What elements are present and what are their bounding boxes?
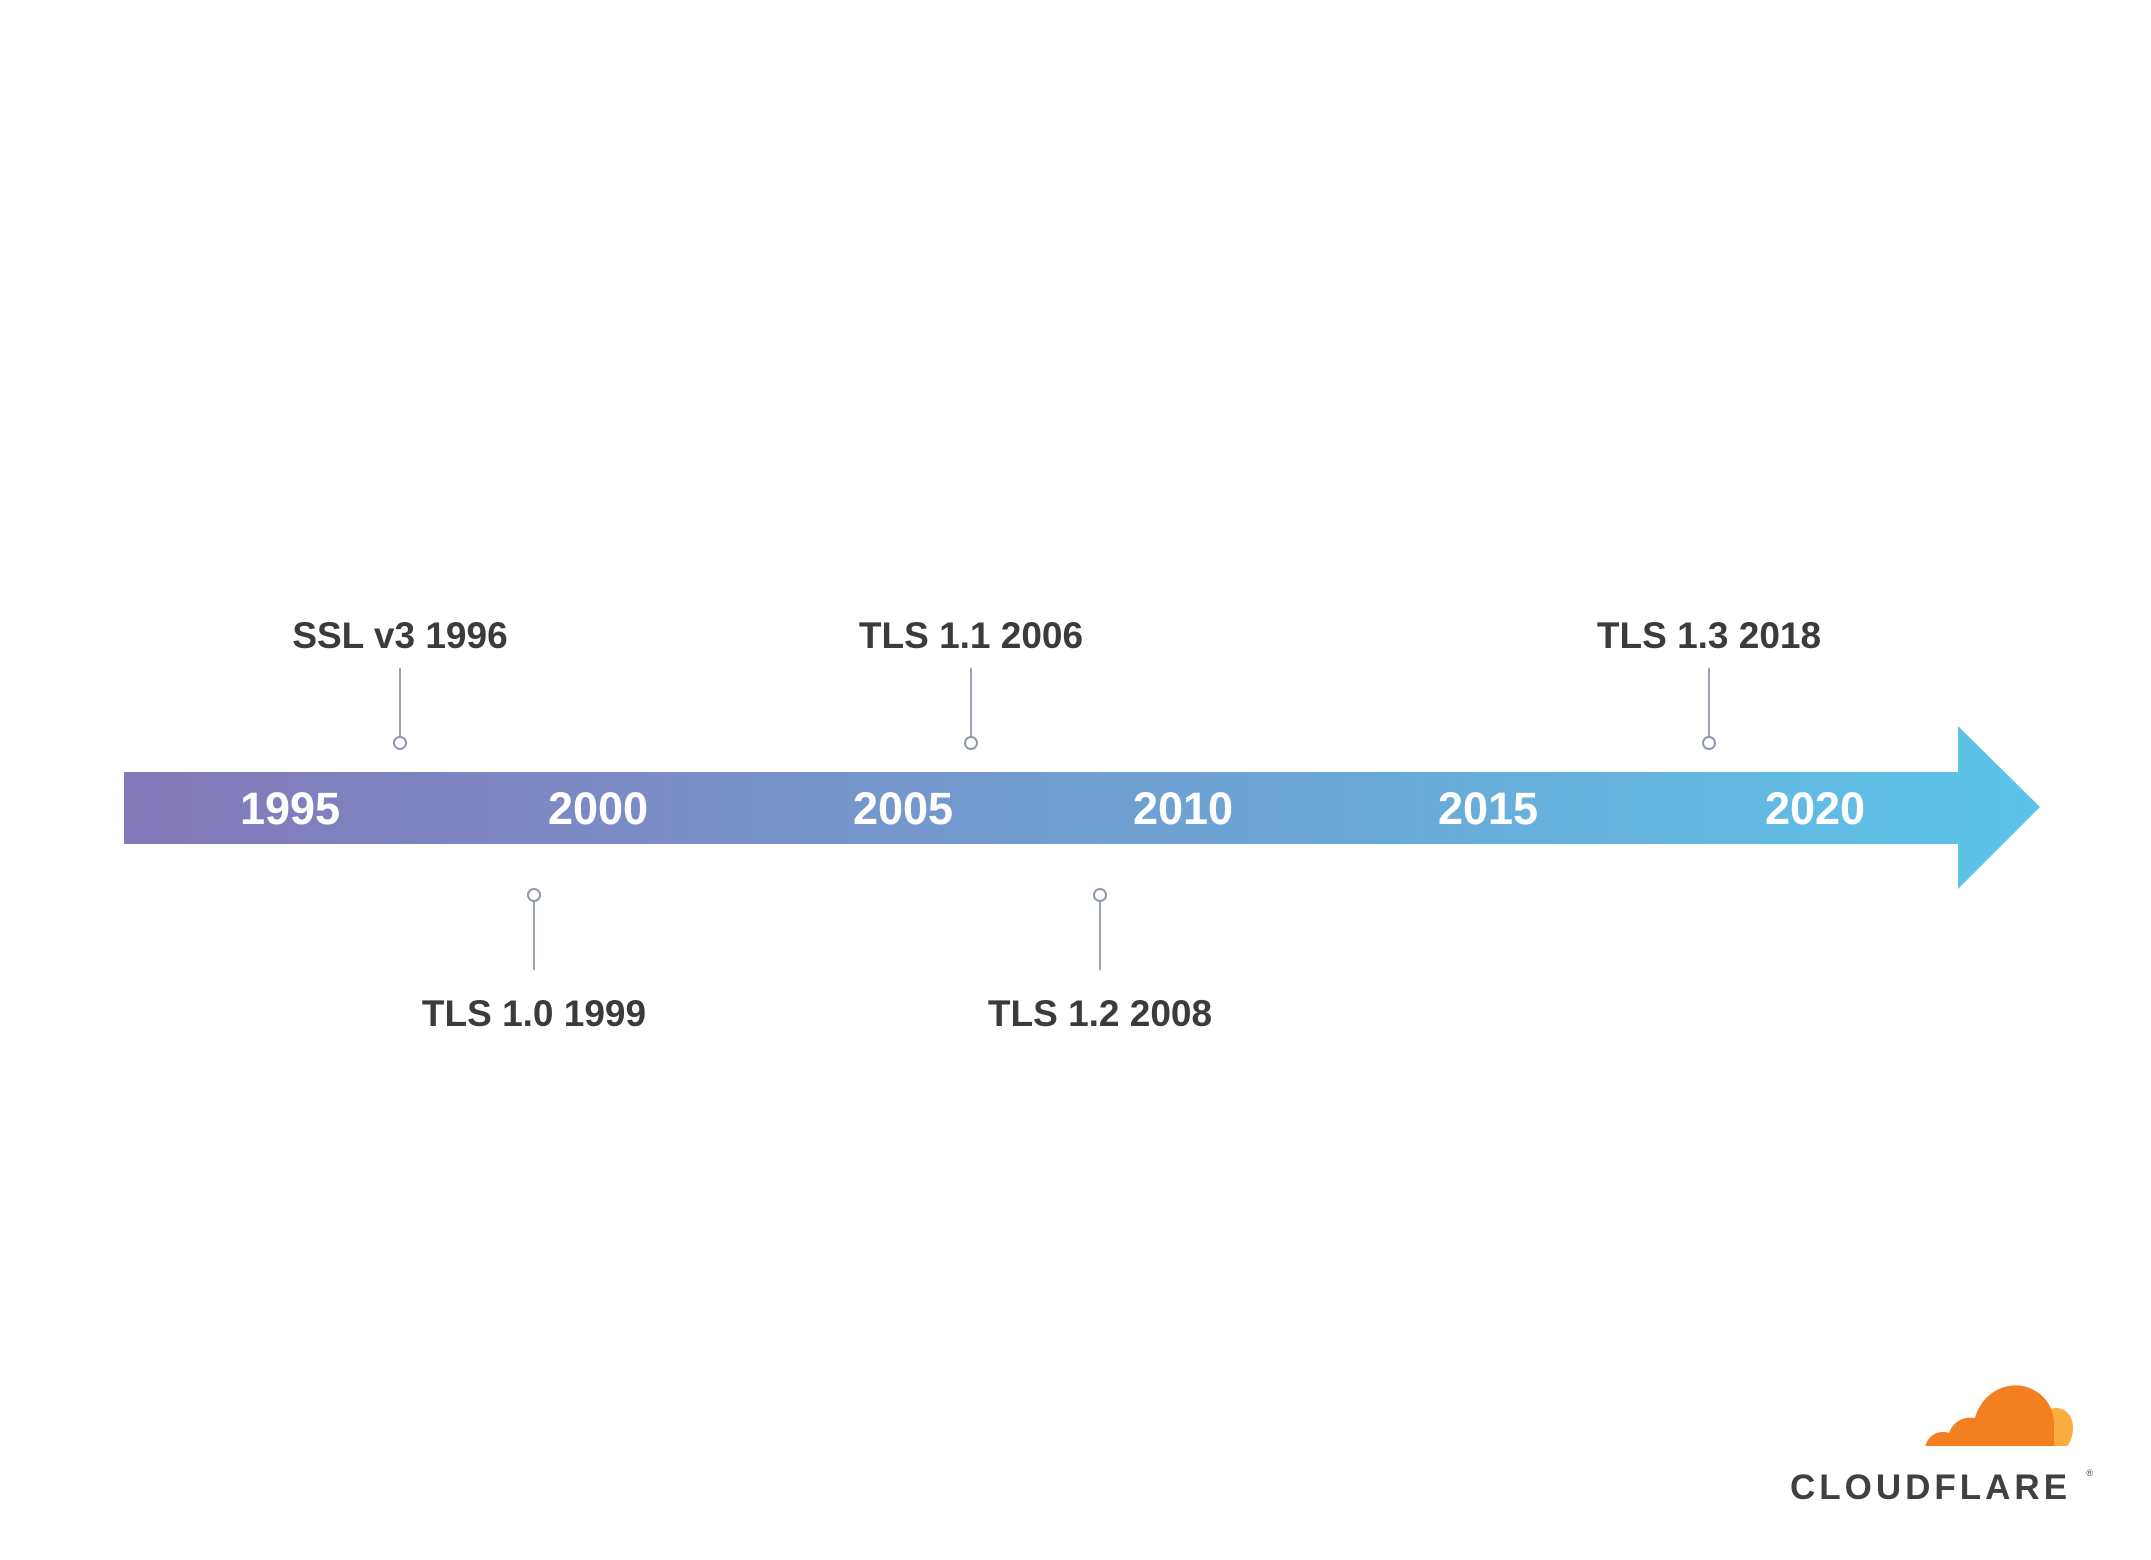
- event-marker: TLS 1.3 2018: [1597, 615, 1821, 750]
- event-label: TLS 1.3 2018: [1597, 615, 1821, 656]
- event-label: TLS 1.1 2006: [859, 615, 1083, 656]
- registered-mark: ®: [2086, 1468, 2093, 1478]
- event-label: TLS 1.2 2008: [988, 993, 1212, 1034]
- year-label-2005: 2005: [853, 783, 953, 834]
- cloudflare-logo: CLOUDFLARE ®: [1768, 1378, 2093, 1508]
- year-label-2000: 2000: [548, 783, 648, 834]
- year-label-1995: 1995: [240, 783, 340, 834]
- year-labels: 1995 2000 2005 2010 2015 2020: [240, 783, 1865, 834]
- event-connector-dot: [964, 736, 978, 750]
- event-label: SSL v3 1996: [292, 615, 507, 656]
- year-label-2015: 2015: [1438, 783, 1538, 834]
- event-markers: SSL v3 1996 TLS 1.0 1999 TLS 1.1 2006 TLS 1…: [292, 615, 1821, 1034]
- event-connector-dot: [1093, 888, 1107, 902]
- year-label-2020: 2020: [1765, 783, 1865, 834]
- event-marker: SSL v3 1996: [292, 615, 508, 750]
- event-marker: TLS 1.0 1999: [422, 888, 646, 1034]
- event-marker: TLS 1.1 2006: [859, 615, 1083, 750]
- cloud-icon: [1923, 1385, 2073, 1451]
- timeline-arrow: [124, 726, 2040, 889]
- event-connector-dot: [393, 736, 407, 750]
- event-connector-dot: [527, 888, 541, 902]
- event-marker: TLS 1.2 2008: [988, 888, 1212, 1034]
- event-label: TLS 1.0 1999: [422, 993, 646, 1034]
- event-connector-dot: [1702, 736, 1716, 750]
- logo-wordmark: CLOUDFLARE: [1789, 1468, 2072, 1507]
- year-label-2010: 2010: [1133, 783, 1233, 834]
